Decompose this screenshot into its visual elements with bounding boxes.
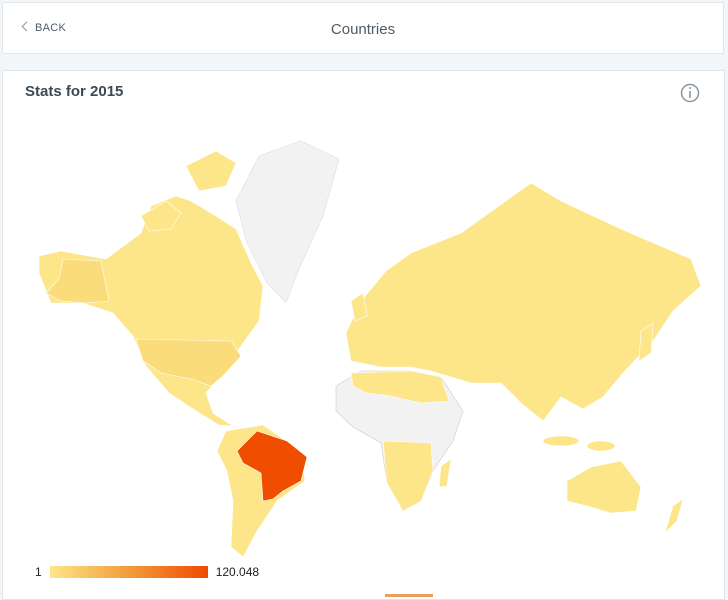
card-title: Stats for 2015 — [25, 83, 124, 100]
header-title: Countries — [330, 21, 396, 38]
back-label: BACK — [35, 22, 67, 34]
uk — [350, 292, 368, 322]
southern-africa — [382, 440, 434, 512]
info-icon[interactable] — [680, 83, 700, 103]
new-zealand — [664, 498, 684, 534]
alaska — [45, 258, 110, 304]
brazil — [236, 430, 308, 502]
legend-min: 1 — [35, 565, 42, 579]
arctic-island — [140, 200, 182, 232]
legend: 1 120.048 — [35, 565, 259, 579]
greenland — [235, 140, 340, 304]
back-button[interactable]: BACK — [21, 21, 67, 34]
japan — [638, 322, 654, 362]
bottom-tab — [385, 594, 433, 597]
info-icon-dot — [689, 87, 691, 89]
header: BACK Countries — [2, 2, 724, 54]
world-map — [38, 83, 702, 558]
indonesia — [586, 440, 616, 452]
stats-card: Stats for 2015 — [2, 70, 725, 600]
indonesia — [542, 435, 580, 447]
usa — [135, 338, 242, 387]
madagascar — [438, 458, 452, 488]
legend-gradient — [49, 566, 208, 578]
legend-max: 120.048 — [215, 565, 260, 579]
arctic-island — [185, 150, 237, 192]
eurasia — [345, 182, 702, 422]
australia — [566, 460, 642, 514]
north-africa — [350, 370, 450, 404]
